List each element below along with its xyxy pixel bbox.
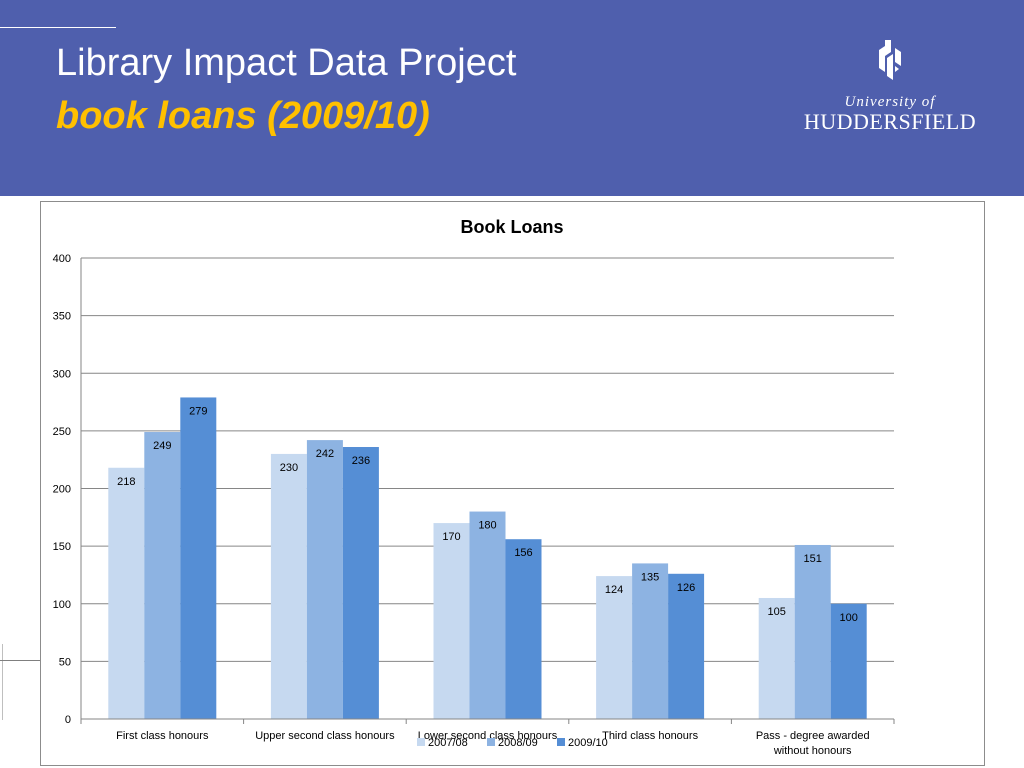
legend-label: 2008/09	[498, 737, 538, 749]
data-label: 230	[280, 462, 298, 474]
slide-title: Library Impact Data Project	[56, 42, 517, 84]
bar-2008-09-1	[306, 440, 343, 719]
data-label: 242	[316, 448, 334, 460]
x-category-label: without honours	[773, 745, 852, 757]
university-logo: University of HUDDERSFIELD	[800, 38, 980, 138]
data-label: 151	[804, 553, 822, 565]
chart-frame: Book Loans 218 249 279 230 242 236 170 180 156 12…	[40, 201, 985, 766]
y-tick-label: 200	[53, 484, 71, 496]
bar-2007-08-2	[433, 523, 470, 719]
legend: 2007/08 2008/09 2009/10	[417, 737, 608, 749]
bar-2009-10-2	[505, 539, 542, 719]
slide-subtitle: book loans (2009/10)	[56, 95, 430, 137]
data-label: 100	[840, 612, 858, 624]
data-label: 180	[478, 520, 496, 532]
bar-2007-08-1	[270, 453, 307, 719]
data-label: 170	[442, 531, 460, 543]
y-tick-label: 0	[65, 714, 71, 726]
bars: 218 249 279 230 242 236 170 180 156 124 135 126 105 1…	[108, 397, 867, 719]
data-label: 249	[153, 440, 171, 452]
y-tick-label: 100	[53, 599, 71, 611]
bar-2007-08-0	[108, 467, 145, 719]
data-label: 124	[605, 584, 623, 596]
gridlines	[81, 257, 894, 720]
legend-label: 2009/10	[568, 737, 608, 749]
data-label: 218	[117, 476, 135, 488]
bar-2008-09-4	[794, 544, 831, 719]
data-label: 105	[768, 606, 786, 618]
left-decoration-vertical	[2, 644, 3, 720]
bar-2009-10-4	[830, 603, 867, 719]
chart-title: Book Loans	[460, 217, 563, 237]
data-label: 126	[677, 582, 695, 594]
logo-huddersfield: HUDDERSFIELD	[803, 109, 977, 134]
legend-swatch-2007-08	[417, 738, 425, 746]
data-label: 135	[641, 571, 659, 583]
legend-label: 2007/08	[428, 737, 468, 749]
data-label: 279	[189, 405, 207, 417]
y-tick-label: 350	[53, 311, 71, 323]
bar-2007-08-3	[596, 576, 633, 719]
x-category-label: Third class honours	[602, 730, 698, 742]
data-label: 156	[514, 547, 532, 559]
legend-swatch-2008-09	[487, 738, 495, 746]
bar-2008-09-3	[632, 563, 669, 719]
x-category-label: Lower second class honours	[418, 730, 558, 742]
bar-2008-09-2	[469, 511, 506, 719]
y-tick-label: 50	[59, 656, 71, 668]
x-category-label: First class honours	[116, 730, 209, 742]
book-loans-chart: Book Loans 218 249 279 230 242 236 170 180 156 12…	[53, 217, 895, 757]
header-rule	[0, 27, 116, 28]
bar-2007-08-4	[758, 597, 795, 719]
university-crest-icon	[879, 40, 901, 80]
axes: 0 50 100 150 200 250 300 350 400 First class hono…	[53, 253, 895, 757]
bar-2009-10-3	[668, 573, 705, 719]
slide-header: Library Impact Data Project book loans (…	[0, 0, 1024, 196]
y-tick-label: 150	[53, 541, 71, 553]
logo-university-of: University of	[844, 94, 936, 110]
bar-2008-09-0	[144, 432, 181, 719]
y-tick-label: 300	[53, 368, 71, 380]
y-tick-label: 250	[53, 426, 71, 438]
x-category-label: Upper second class honours	[255, 730, 395, 742]
y-tick-label: 400	[53, 253, 71, 265]
bar-2009-10-0	[180, 397, 217, 719]
x-category-label: Pass - degree awarded	[756, 730, 870, 742]
legend-swatch-2009-10	[557, 738, 565, 746]
bar-2009-10-1	[342, 447, 379, 719]
left-decoration-rule	[0, 660, 40, 661]
data-label: 236	[352, 455, 370, 467]
